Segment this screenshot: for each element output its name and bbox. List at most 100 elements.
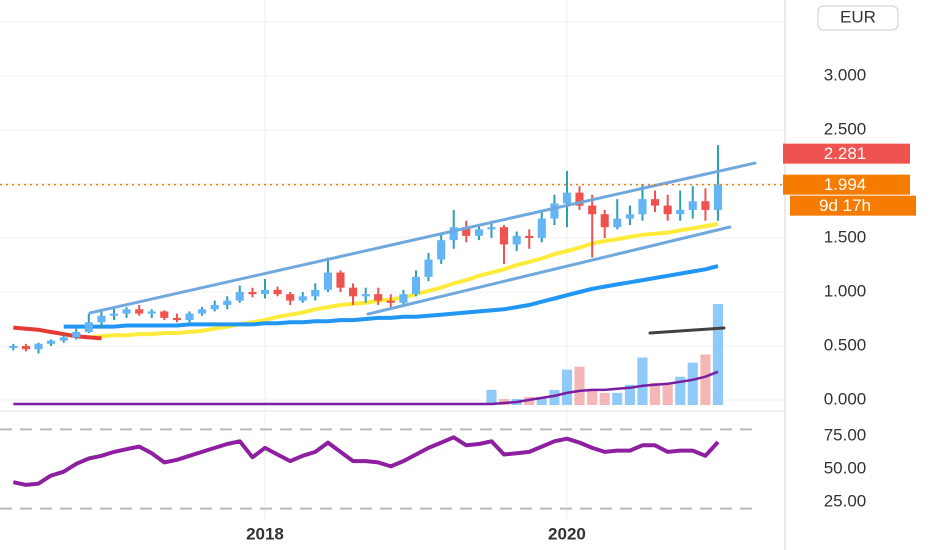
candle-body (9, 345, 18, 348)
candle-body (562, 192, 572, 204)
price-label: 2.281 (824, 144, 867, 163)
candle-body (462, 227, 471, 236)
y-tick-label: 1.000 (824, 281, 867, 300)
candle-body (248, 291, 257, 295)
candle-body (260, 289, 270, 295)
volume-bar (700, 354, 711, 405)
candle-body (273, 289, 282, 295)
candle-body (361, 294, 370, 297)
candle-body (537, 218, 546, 238)
candle-body (713, 184, 723, 210)
candle-body (197, 309, 207, 314)
price-label: 1.994 (824, 175, 867, 194)
volume-bar (549, 389, 560, 405)
candle-body (336, 272, 345, 288)
countdown-box (790, 195, 916, 216)
volume-bar (536, 396, 547, 405)
candle-body (210, 304, 219, 310)
currency-box[interactable] (817, 5, 899, 31)
y-tick-label: 1.500 (824, 227, 867, 246)
candle-body (399, 294, 408, 303)
volume-bar (612, 392, 623, 405)
candle-body (46, 340, 56, 344)
volume-bar (599, 392, 610, 405)
candle-body (575, 192, 584, 206)
volume-ma-line (13, 370, 719, 406)
volume-bar (662, 382, 673, 405)
y-tick-label: 0.500 (824, 335, 867, 354)
candle-body (122, 309, 131, 314)
candle-body (638, 199, 647, 215)
volume-bar (649, 382, 661, 405)
volume-bar (587, 388, 598, 405)
candle-body (298, 296, 307, 301)
candle-body (34, 343, 43, 350)
candle-body (235, 291, 244, 301)
rsi-tick-label: 75.00 (824, 426, 867, 445)
candle-body (348, 287, 358, 297)
rsi-tick-label: 25.00 (824, 492, 867, 511)
candle-body (323, 272, 333, 290)
candle-body (286, 294, 295, 301)
rsi-line (12, 435, 720, 487)
countdown-label: 9d 17h (819, 196, 871, 215)
candle-body (688, 201, 697, 210)
trendline (648, 326, 726, 335)
currency: EUR (840, 7, 876, 26)
volume-bar (561, 369, 573, 405)
candle-body (147, 311, 156, 314)
volume-bar (712, 304, 724, 405)
candle-body (650, 199, 660, 206)
candle-body (600, 214, 609, 228)
volume-bar (486, 389, 497, 405)
rsi-tick-label: 50.00 (824, 459, 867, 478)
volume-bar (675, 376, 686, 405)
candle-body (424, 259, 433, 277)
price-label-box (783, 143, 910, 164)
candle-body (588, 205, 597, 215)
candle-body (499, 227, 509, 245)
moving-average (13, 325, 102, 341)
trendline (366, 225, 732, 316)
candle-body (59, 337, 68, 341)
candle-body (84, 322, 93, 332)
candle-body (449, 227, 458, 241)
candle-body (550, 203, 559, 219)
candle-body (663, 205, 672, 215)
candle-body (525, 235, 534, 238)
plot-layer: 201820200.0000.5001.0001.5002.0002.5003.… (0, 0, 916, 543)
candle-body (109, 313, 119, 316)
candle-body (72, 331, 81, 338)
y-tick-label: 3.000 (824, 65, 867, 84)
price-label-box (783, 174, 910, 195)
candle-body (625, 214, 634, 219)
candle-body (135, 309, 144, 314)
candle-body (21, 345, 31, 350)
y-tick-label: 0.000 (824, 389, 867, 408)
candle-body (487, 227, 496, 230)
candle-body (160, 311, 169, 318)
volume-bar (574, 366, 585, 405)
candle-body (223, 300, 232, 305)
candle-body (613, 218, 622, 228)
candle-body (185, 313, 194, 321)
candle-body (676, 209, 685, 215)
candle-body (512, 235, 521, 245)
candle-body (411, 276, 421, 295)
x-tick-label: 2020 (548, 524, 586, 543)
volume-bar (624, 384, 636, 405)
candle-body (374, 294, 383, 301)
candle-body (386, 300, 395, 303)
moving-average (63, 264, 719, 329)
volume-bar (637, 357, 648, 405)
candle-body (437, 240, 446, 260)
candle-body (701, 201, 710, 210)
candle-body (474, 229, 484, 236)
candle-body (172, 317, 182, 321)
y-tick-label: 2.500 (824, 119, 867, 138)
x-tick-label: 2018 (246, 524, 284, 543)
trendline (88, 161, 757, 315)
candle-body (311, 289, 320, 297)
